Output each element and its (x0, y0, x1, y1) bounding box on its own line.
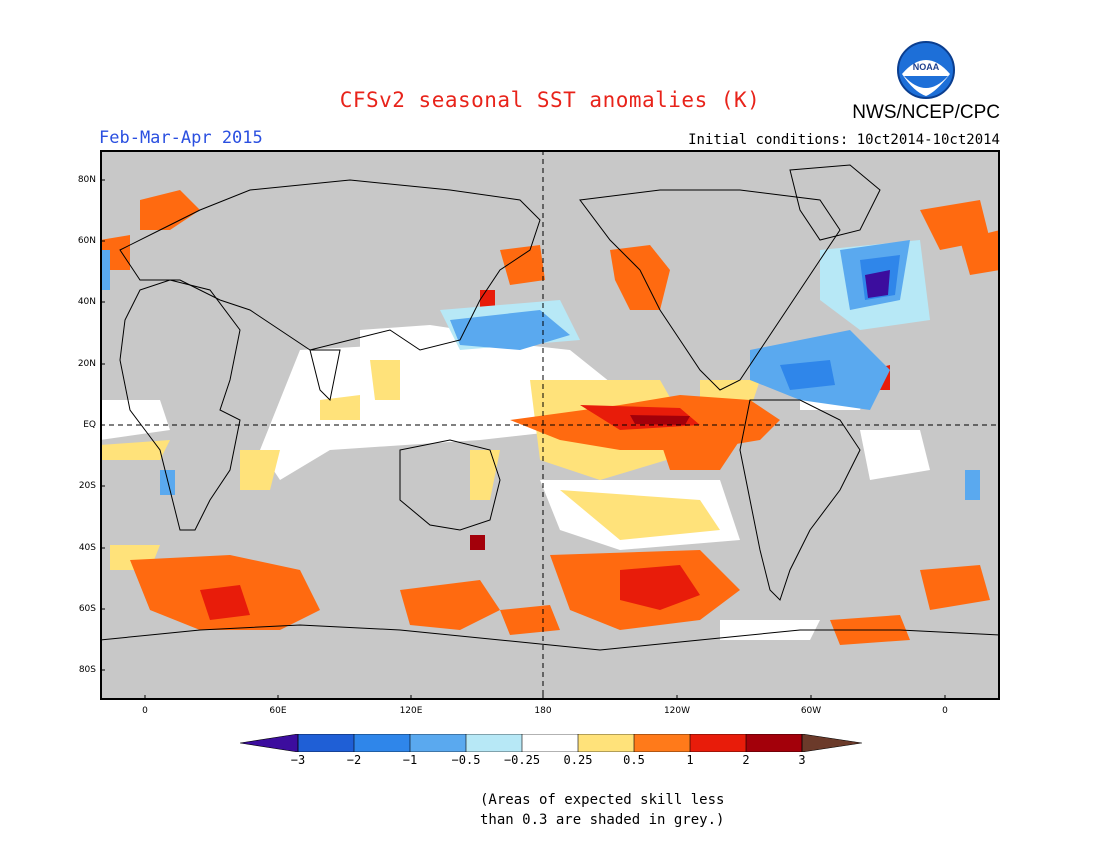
map-title: CFSv2 seasonal SST anomalies (K) (339, 88, 761, 112)
colorbar-label: 0.5 (623, 753, 645, 767)
lon-label-60e: 60E (269, 706, 287, 716)
colorbar (240, 734, 862, 752)
lon-label-0-right: 0 (942, 706, 948, 716)
colorbar-label: 1 (686, 753, 694, 767)
colorbar-swatch-025-05 (578, 734, 634, 752)
footnote-line-2: than 0.3 are shaded in grey.) (480, 812, 725, 828)
colorbar-swatch-3-2 (298, 734, 354, 752)
colorbar-swatch-lt-3 (240, 734, 298, 752)
lon-label-120w: 120W (663, 706, 691, 716)
lon-label-60w: 60W (800, 706, 822, 716)
moderate-warm-anomaly-regions (100, 190, 1000, 645)
footnote-line-1: (Areas of expected skill less (480, 792, 725, 808)
initial-conditions-label: Initial conditions: 10ct2014-10ct2014 (688, 132, 1000, 148)
lat-label-80s: 80S (78, 665, 96, 675)
lon-label-180: 180 (534, 706, 552, 716)
colorbar-label: −1 (402, 753, 418, 767)
lat-label-60s: 60S (78, 604, 96, 614)
lat-label-20s: 20S (78, 481, 96, 491)
india-outline (309, 349, 341, 402)
colorbar-swatch-neutral (522, 734, 578, 752)
lon-label-0: 0 (142, 706, 148, 716)
very-strong-cool-anomaly-regions (865, 270, 890, 298)
lat-label-40n: 40N (77, 297, 96, 307)
agency-label: NWS/NCEP/CPC (852, 102, 1000, 123)
colorbar-label: −3 (290, 753, 306, 767)
continent-outlines (100, 164, 1000, 651)
noaa-logo-text: NOAA (913, 62, 940, 72)
colorbar-swatch-05-1 (634, 734, 690, 752)
colorbar-label: −0.25 (503, 753, 541, 767)
greenland-outline (789, 164, 881, 241)
lat-label-40s: 40S (78, 543, 96, 553)
lat-label-60n: 60N (77, 236, 96, 246)
colorbar-swatch-2-3 (746, 734, 802, 752)
colorbar-label: 3 (798, 753, 806, 767)
eurasia-outline (119, 179, 541, 351)
south-america-outline (739, 399, 861, 601)
lat-label-20n: 20N (77, 359, 96, 369)
australia-outline (399, 439, 501, 531)
colorbar-label: −2 (346, 753, 362, 767)
antarctica-outline (100, 624, 1000, 651)
colorbar-swatch-gt-3 (802, 734, 862, 752)
lon-label-120e: 120E (399, 706, 423, 716)
north-america-outline (579, 189, 841, 391)
season-label: Feb-Mar-Apr 2015 (99, 128, 263, 148)
very-strong-warm-anomaly-regions (470, 415, 690, 550)
lat-label-eq: EQ (83, 420, 96, 430)
africa-outline (119, 279, 241, 531)
colorbar-swatch-1-2 (690, 734, 746, 752)
noaa-logo: NOAA (897, 41, 955, 99)
colorbar-label: 2 (742, 753, 750, 767)
axis-ticks (100, 179, 946, 700)
colorbar-label: 0.25 (563, 753, 593, 767)
sst-anomaly-map (100, 150, 1000, 700)
colorbar-label: −0.5 (451, 753, 481, 767)
lat-label-80n: 80N (77, 175, 96, 185)
colorbar-swatch-1-05 (410, 734, 466, 752)
colorbar-swatch-2-1 (354, 734, 410, 752)
colorbar-swatch-05-025 (466, 734, 522, 752)
